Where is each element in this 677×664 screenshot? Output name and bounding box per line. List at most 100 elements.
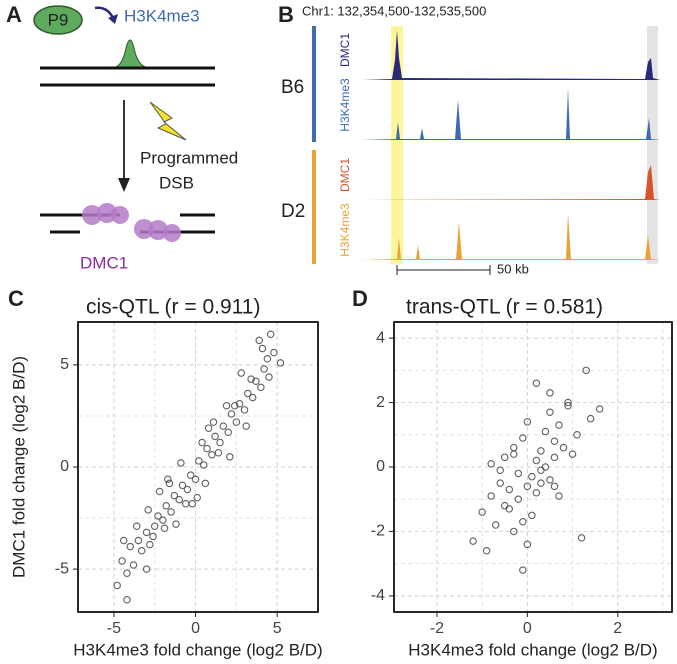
point bbox=[248, 393, 257, 402]
point bbox=[159, 516, 167, 524]
point bbox=[235, 399, 244, 408]
point bbox=[222, 401, 231, 410]
point bbox=[123, 569, 131, 577]
point bbox=[146, 540, 154, 549]
point bbox=[537, 466, 545, 474]
point bbox=[478, 508, 486, 516]
point bbox=[119, 536, 128, 545]
point bbox=[276, 359, 285, 367]
point bbox=[230, 401, 239, 410]
y-tick-label: 4 bbox=[376, 329, 385, 346]
track bbox=[362, 88, 660, 140]
point bbox=[532, 456, 541, 465]
point bbox=[177, 459, 185, 467]
point bbox=[537, 479, 545, 487]
point bbox=[178, 481, 187, 490]
point bbox=[546, 476, 554, 484]
event-label: DSB bbox=[159, 173, 194, 192]
point bbox=[172, 520, 180, 528]
point bbox=[550, 453, 559, 462]
point bbox=[199, 461, 208, 469]
point bbox=[568, 450, 577, 458]
point bbox=[134, 536, 143, 545]
point bbox=[214, 448, 223, 457]
point bbox=[201, 479, 210, 488]
track-label: H3K4me3 bbox=[338, 78, 352, 132]
point bbox=[198, 438, 206, 447]
point bbox=[496, 466, 504, 474]
point bbox=[247, 375, 255, 383]
point bbox=[514, 495, 523, 503]
track-label: DMC1 bbox=[338, 33, 352, 67]
protein-label: DMC1 bbox=[80, 253, 128, 272]
track bbox=[362, 213, 660, 260]
event-label: Programmed bbox=[140, 148, 238, 167]
point bbox=[564, 402, 572, 410]
strain-label: B6 bbox=[281, 77, 304, 98]
point bbox=[170, 491, 179, 500]
highlight bbox=[391, 26, 403, 264]
point bbox=[500, 453, 509, 462]
point bbox=[167, 508, 175, 516]
point bbox=[150, 522, 159, 530]
point bbox=[505, 485, 514, 494]
point bbox=[500, 501, 509, 510]
point bbox=[155, 487, 164, 496]
point bbox=[123, 595, 131, 604]
point bbox=[244, 389, 252, 398]
x-tick-label: 5 bbox=[273, 620, 282, 637]
track bbox=[362, 165, 660, 200]
point bbox=[154, 512, 162, 520]
point bbox=[160, 524, 169, 533]
point bbox=[514, 469, 523, 478]
mark-label: H3K4me3 bbox=[124, 6, 200, 25]
y-axis-label: DMC1 fold change (log2 B/D) bbox=[9, 356, 28, 578]
point bbox=[129, 561, 138, 569]
track-label: DMC1 bbox=[338, 158, 352, 192]
point bbox=[528, 472, 536, 481]
point bbox=[487, 460, 495, 468]
point bbox=[209, 418, 218, 426]
point bbox=[133, 522, 141, 530]
x-tick-label: 0 bbox=[191, 620, 200, 637]
y-tick-label: 2 bbox=[376, 394, 385, 411]
point bbox=[546, 408, 554, 416]
point bbox=[137, 546, 146, 555]
panel-a: A P9 H3K4me3 Programmed DSB DMC1 bbox=[6, 2, 238, 273]
point bbox=[149, 532, 157, 541]
dmc1-foci bbox=[82, 203, 181, 242]
point bbox=[195, 457, 203, 465]
point bbox=[523, 418, 532, 426]
x-tick-label: 2 bbox=[613, 620, 622, 637]
panel-b: B Chr1: 132,354,500-132,535,500 B6 D2 DM… bbox=[278, 2, 660, 276]
y-tick-label: 0 bbox=[60, 458, 69, 475]
region-label: Chr1: 132,354,500-132,535,500 bbox=[302, 3, 486, 18]
point bbox=[183, 485, 192, 494]
arrow-head bbox=[118, 178, 130, 192]
point bbox=[510, 527, 518, 536]
point bbox=[541, 463, 550, 471]
point bbox=[237, 369, 246, 377]
point bbox=[227, 410, 236, 418]
point bbox=[510, 443, 518, 452]
point bbox=[211, 432, 219, 441]
point bbox=[546, 389, 554, 397]
point bbox=[555, 421, 563, 429]
factor-label: P9 bbox=[48, 10, 69, 29]
panel-label: D bbox=[352, 286, 368, 311]
point bbox=[142, 565, 151, 573]
y-tick-label: -5 bbox=[55, 560, 69, 577]
point bbox=[232, 418, 241, 426]
peak bbox=[111, 39, 151, 69]
highlight bbox=[647, 26, 658, 264]
arrow-head bbox=[108, 14, 118, 24]
point bbox=[203, 444, 211, 453]
point bbox=[260, 365, 268, 373]
y-tick-label: 5 bbox=[60, 356, 69, 373]
point bbox=[142, 528, 151, 537]
point bbox=[193, 493, 201, 502]
panel-label: A bbox=[6, 2, 22, 27]
point bbox=[555, 492, 563, 500]
point bbox=[541, 427, 550, 436]
point bbox=[577, 534, 586, 542]
